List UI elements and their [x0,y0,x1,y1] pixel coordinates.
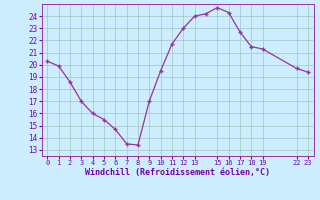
X-axis label: Windchill (Refroidissement éolien,°C): Windchill (Refroidissement éolien,°C) [85,168,270,177]
